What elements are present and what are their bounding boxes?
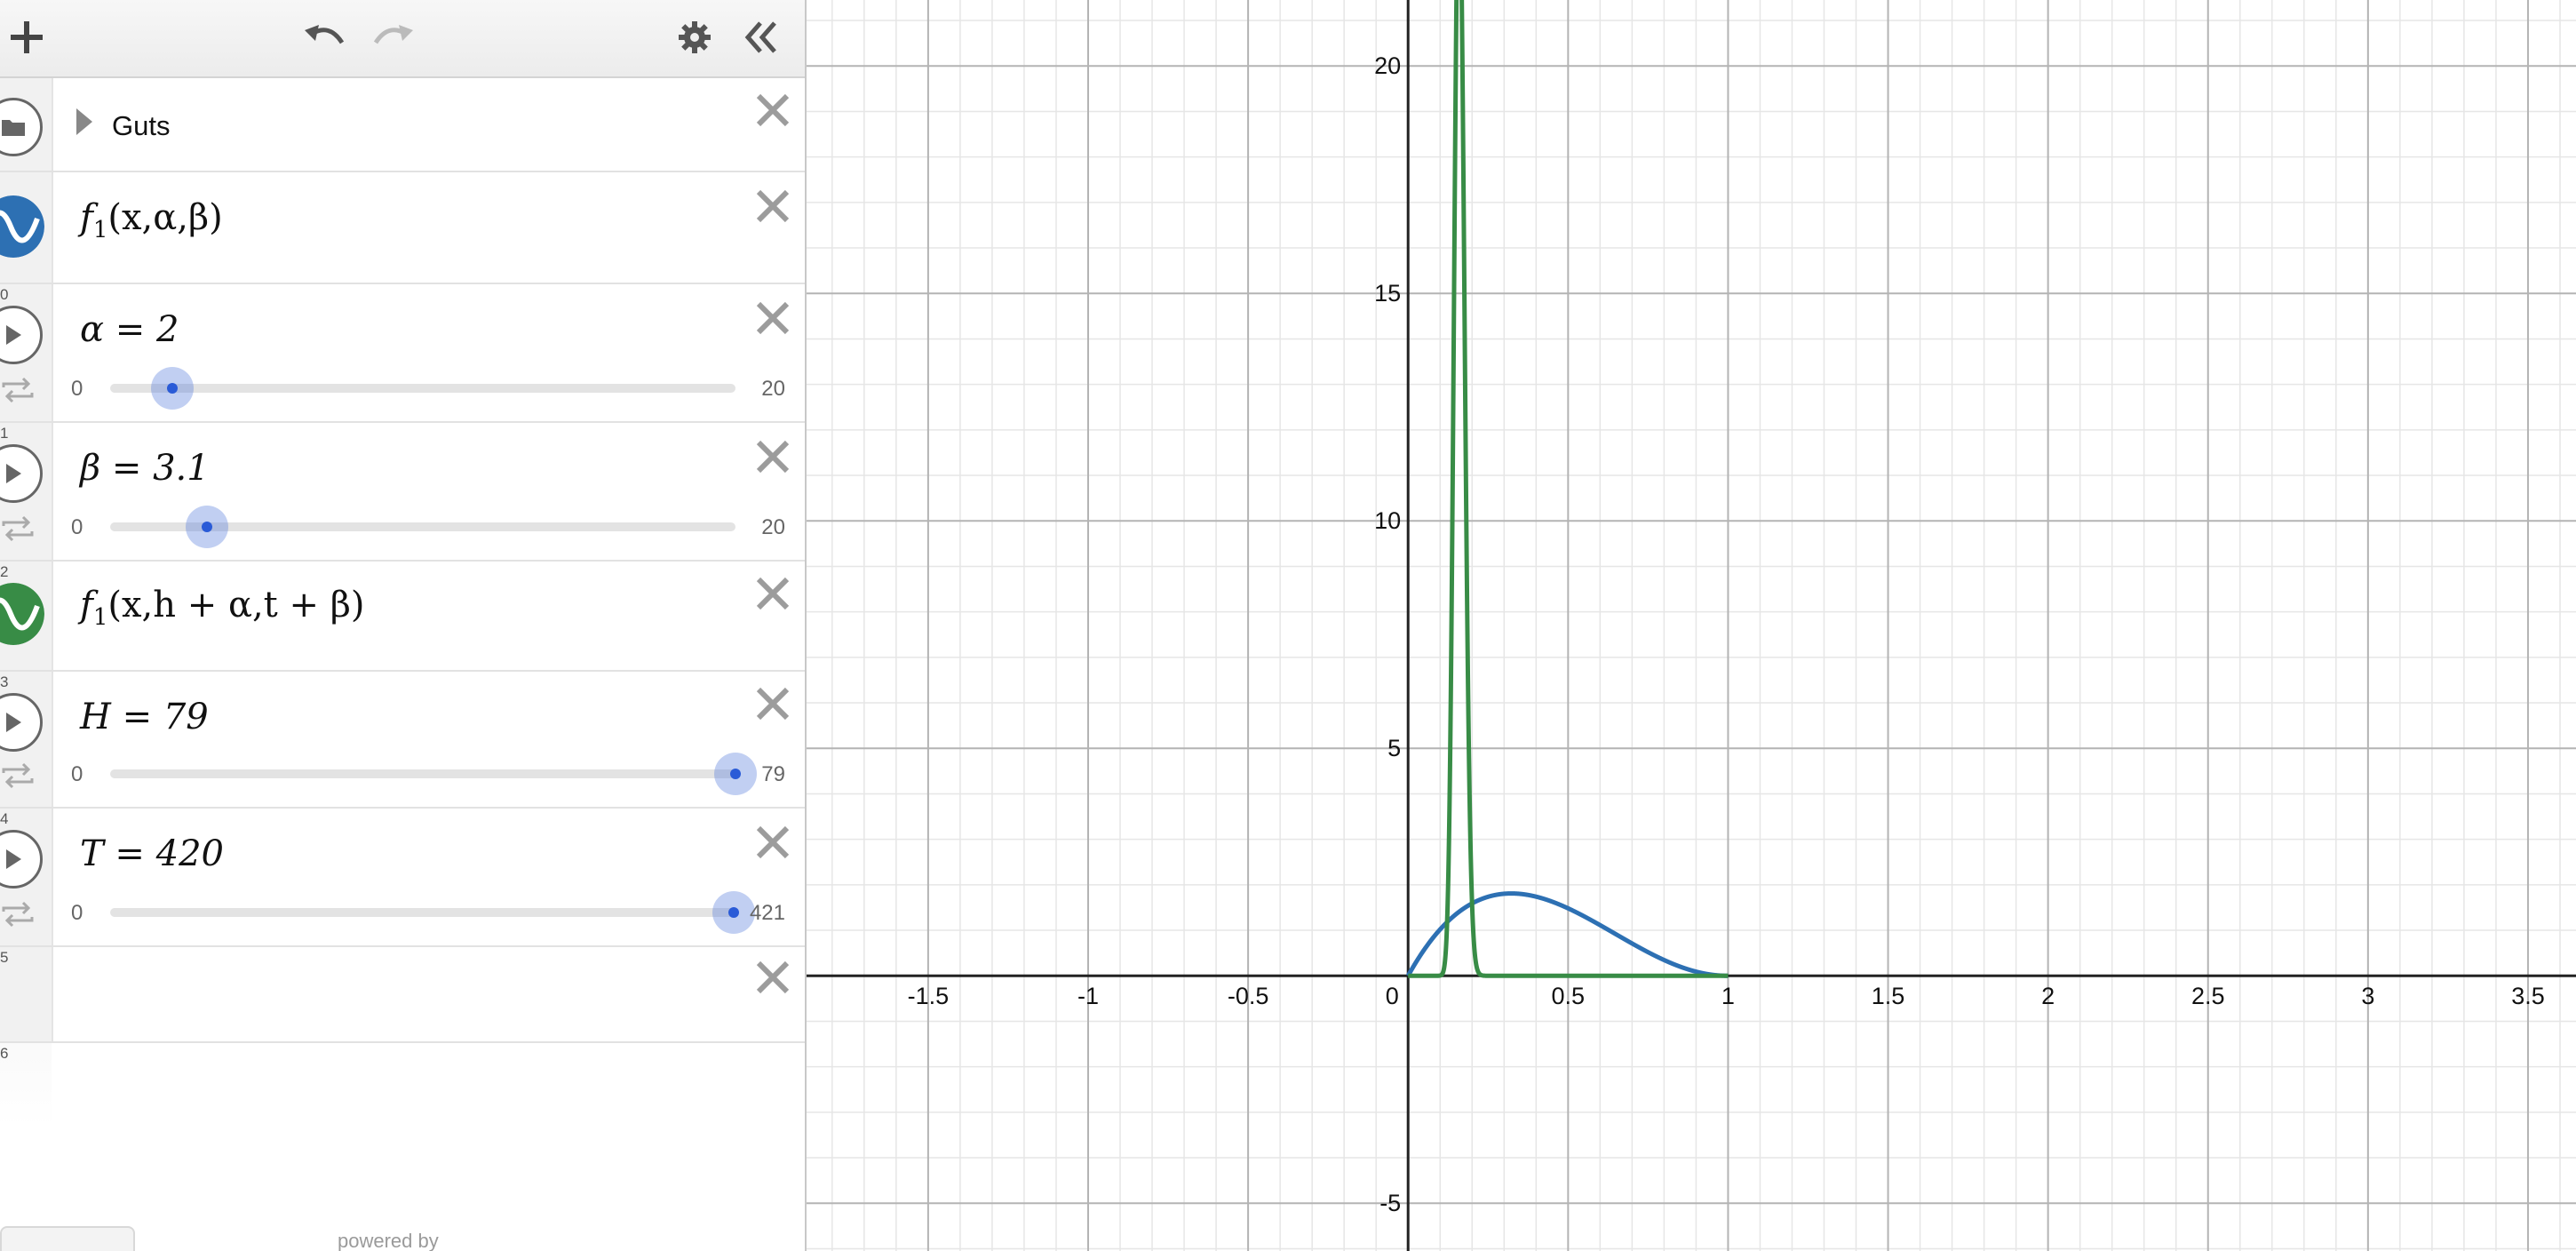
x-tick-label: -1	[1077, 983, 1099, 1009]
graph-canvas[interactable]: -1.5 -1 -0.5 0 0.5 1 1.5 2 2.5 3 3.5 20 15 10 5 -5	[807, 0, 2576, 1251]
row-number: 6	[0, 1045, 8, 1063]
folder-title[interactable]: Guts	[112, 110, 170, 142]
loop-icon[interactable]	[0, 901, 36, 928]
settings-button[interactable]	[670, 12, 720, 62]
y-tick-label: 20	[1374, 52, 1401, 79]
minor-grid	[807, 0, 2576, 1251]
add-expression-button[interactable]	[2, 12, 52, 62]
delete-close-icon[interactable]	[751, 821, 794, 864]
undo-button[interactable]	[300, 12, 350, 62]
loop-icon[interactable]	[0, 377, 36, 403]
x-tick-label: 0.5	[1552, 983, 1586, 1009]
function-args: (x,α,β)	[107, 197, 222, 238]
delete-close-icon[interactable]	[751, 682, 794, 725]
gear-icon	[677, 20, 712, 55]
plus-icon	[7, 18, 46, 57]
delete-close-icon[interactable]	[751, 297, 794, 339]
y-tick-label: 15	[1374, 280, 1401, 307]
slider-row-beta[interactable]: 1 β = 3.1 0 20	[0, 423, 805, 562]
redo-icon	[370, 20, 415, 55]
slider-row-alpha[interactable]: 0 α = 2 0 20	[0, 284, 805, 423]
slider-max-label[interactable]: 79	[761, 762, 785, 787]
slider-min-label[interactable]: 0	[71, 515, 83, 540]
x-tick-label: 3	[2361, 983, 2374, 1009]
collapse-panel-button[interactable]	[735, 12, 785, 62]
function-subscript: 1	[93, 217, 108, 243]
expression-row-f1-shifted[interactable]: 2 f1(x,h + α,t + β)	[0, 562, 805, 672]
x-tick-label: -1.5	[908, 983, 950, 1009]
slider-equation[interactable]: β = 3.1	[80, 448, 210, 489]
y-tick-label: 5	[1387, 735, 1401, 761]
expression-formula[interactable]: f1(x,h + α,t + β)	[80, 585, 364, 631]
expression-row-f1[interactable]: f1(x,α,β)	[0, 172, 805, 284]
row-number: 0	[0, 286, 8, 304]
slider-min-label[interactable]: 0	[71, 377, 83, 402]
slider-track[interactable]	[110, 908, 735, 917]
keyboard-toggle-button[interactable]	[0, 1226, 135, 1251]
redo-button[interactable]	[368, 12, 417, 62]
powered-by-text: powered by	[338, 1230, 439, 1251]
major-grid	[807, 0, 2576, 1251]
slider-row-T[interactable]: 4 T = 420 0 421	[0, 809, 805, 947]
expression-formula[interactable]: f1(x,α,β)	[80, 197, 223, 243]
x-tick-label: 1.5	[1872, 983, 1905, 1009]
slider-row-H[interactable]: 3 H = 79 0 79	[0, 672, 805, 809]
x-tick-label: 2	[2041, 983, 2055, 1009]
function-subscript: 1	[93, 604, 108, 631]
x-tick-label: 3.5	[2511, 983, 2545, 1009]
graph-svg[interactable]: -1.5 -1 -0.5 0 0.5 1 1.5 2 2.5 3 3.5 20 15 10 5 -5	[807, 0, 2576, 1251]
toolbar	[0, 0, 805, 78]
row-number: 2	[0, 563, 8, 581]
empty-expression-row[interactable]: 5	[0, 947, 805, 1043]
row-number: 4	[0, 810, 8, 828]
slider-min-label[interactable]: 0	[71, 762, 83, 787]
undo-icon	[303, 20, 347, 55]
function-name: f	[80, 197, 93, 238]
x-tick-label: -0.5	[1228, 983, 1269, 1009]
loop-icon[interactable]	[0, 762, 36, 789]
slider-track[interactable]	[110, 522, 735, 531]
slider-thumb[interactable]	[714, 753, 757, 795]
y-tick-label: 10	[1374, 507, 1401, 534]
tick-labels: -1.5 -1 -0.5 0 0.5 1 1.5 2 2.5 3 3.5 20 15 10 5 -5	[908, 52, 2545, 1216]
row-number: 5	[0, 949, 8, 967]
loop-icon[interactable]	[0, 515, 36, 542]
slider-equation[interactable]: T = 420	[80, 833, 224, 874]
slider-min-label[interactable]: 0	[71, 901, 83, 926]
expand-triangle-icon[interactable]	[75, 107, 94, 137]
function-args: (x,h + α,t + β)	[107, 585, 364, 626]
expression-list-panel: Guts f1(x,α,β) 0 α = 2 0 20	[0, 0, 807, 1251]
function-name: f	[80, 585, 93, 626]
slider-thumb[interactable]	[151, 367, 194, 410]
slider-equation[interactable]: H = 79	[80, 697, 209, 737]
y-tick-label: -5	[1379, 1190, 1401, 1216]
delete-close-icon[interactable]	[751, 956, 794, 999]
row-number: 1	[0, 425, 8, 442]
slider-thumb[interactable]	[186, 506, 228, 548]
delete-close-icon[interactable]	[751, 572, 794, 615]
folder-row-guts[interactable]: Guts	[0, 78, 805, 172]
delete-close-icon[interactable]	[751, 89, 794, 131]
axes	[807, 0, 2576, 1251]
x-tick-label: 0	[1386, 983, 1399, 1009]
double-chevron-left-icon	[741, 18, 780, 57]
x-tick-label: 1	[1721, 983, 1735, 1009]
x-tick-label: 2.5	[2191, 983, 2225, 1009]
slider-max-label[interactable]: 20	[761, 377, 785, 402]
slider-track[interactable]	[110, 384, 735, 393]
delete-close-icon[interactable]	[751, 185, 794, 227]
slider-equation[interactable]: α = 2	[80, 309, 179, 350]
slider-track[interactable]	[110, 769, 735, 778]
row-number: 3	[0, 673, 8, 691]
slider-max-label[interactable]: 20	[761, 515, 785, 540]
slider-max-label[interactable]: 421	[750, 901, 785, 926]
delete-close-icon[interactable]	[751, 435, 794, 478]
